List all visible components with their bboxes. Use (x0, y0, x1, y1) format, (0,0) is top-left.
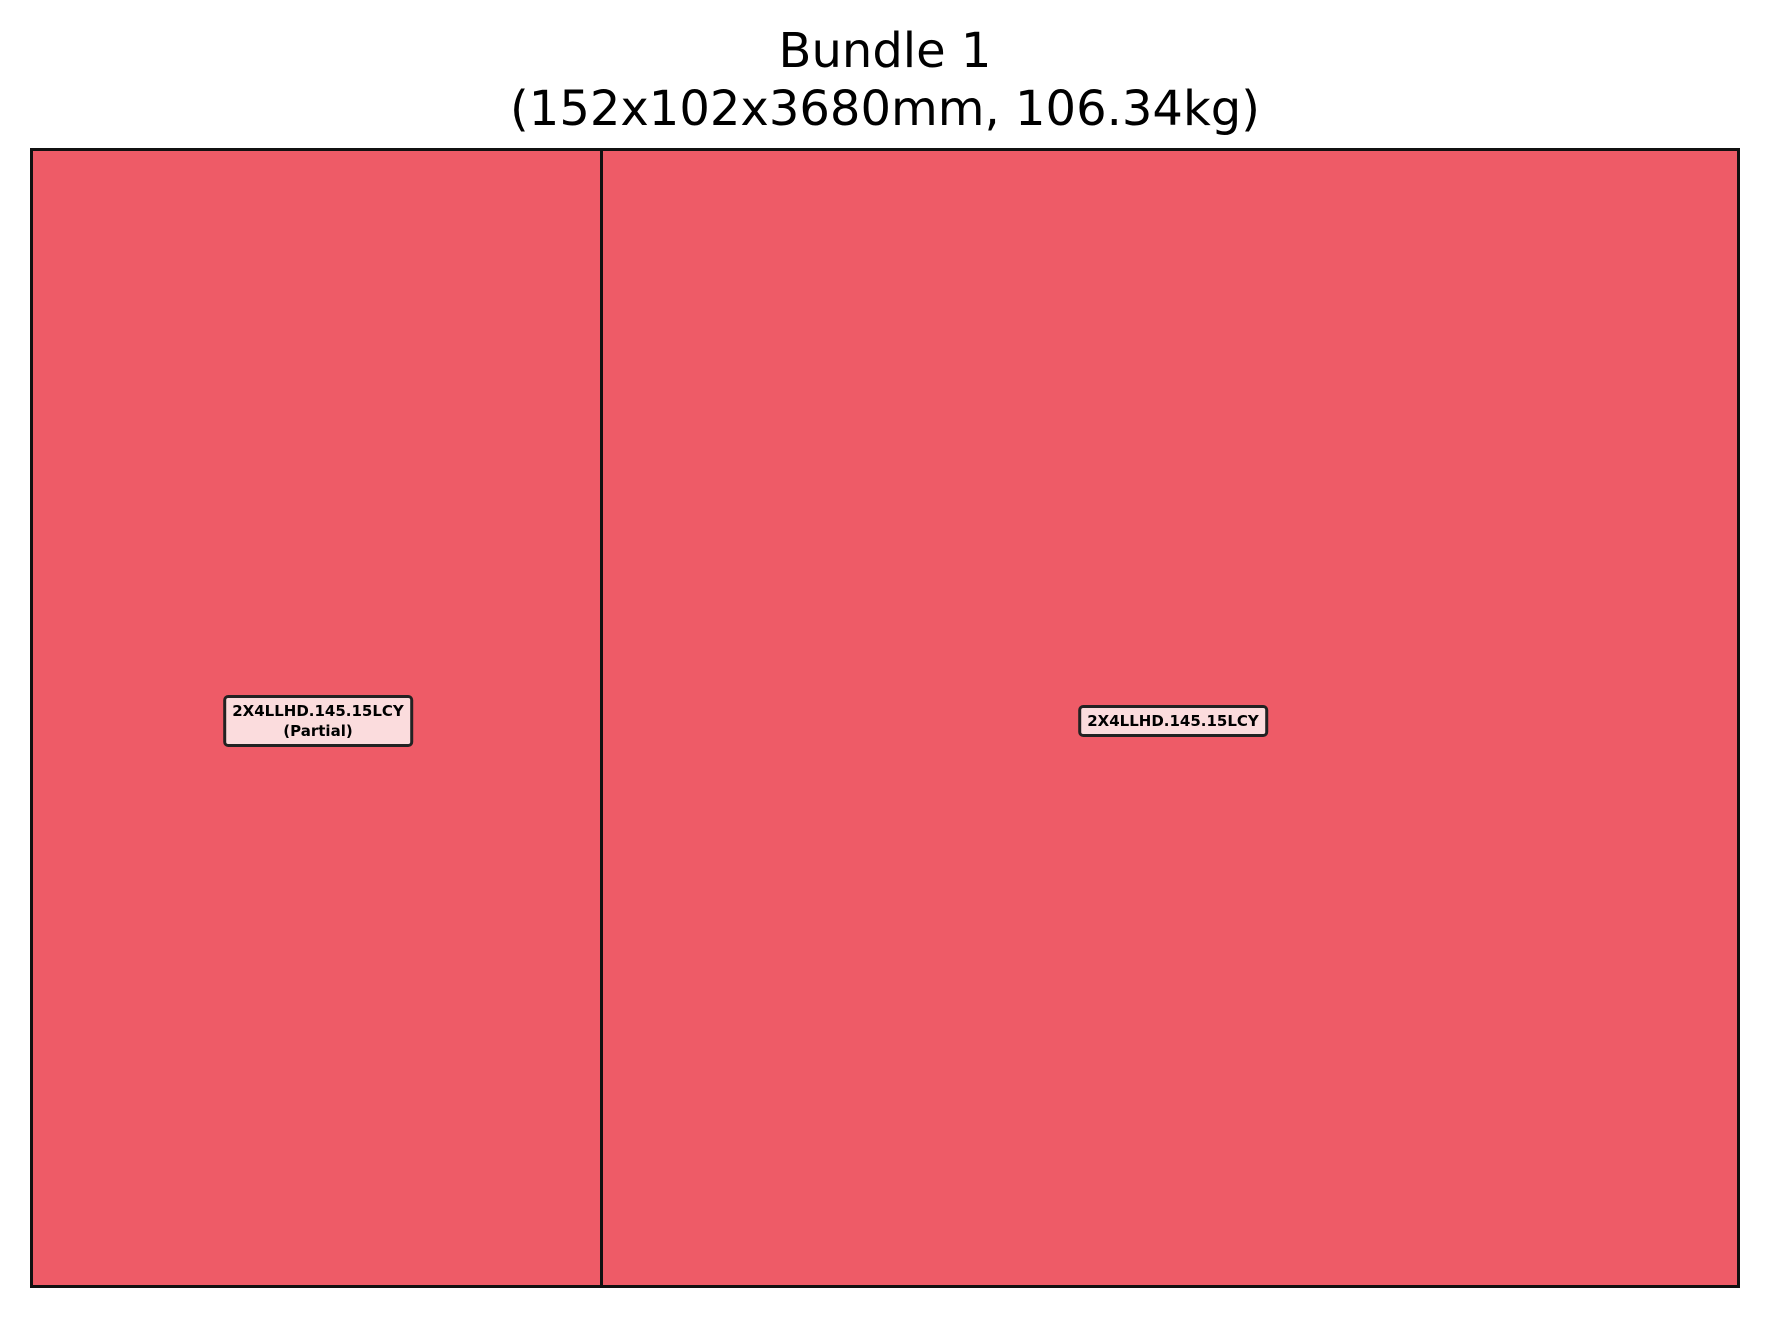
bundle-frame: 2X4LLHD.145.15LCY (Partial) 2X4LLHD.145.… (30, 148, 1740, 1288)
bundle-piece-partial: 2X4LLHD.145.15LCY (Partial) (33, 151, 603, 1285)
bundle-title-line1: Bundle 1 (778, 23, 992, 79)
bundle-dimensions: (152x102x3680mm, 106.34kg) (510, 81, 1260, 137)
piece-label-full: 2X4LLHD.145.15LCY (1078, 705, 1268, 737)
bundle-title: Bundle 1 (152x102x3680mm, 106.34kg) (0, 22, 1770, 138)
piece-label-text: 2X4LLHD.145.15LCY (1087, 712, 1259, 730)
piece-label-text: 2X4LLHD.145.15LCY (232, 702, 404, 720)
piece-label-note: (Partial) (283, 722, 353, 740)
bundle-piece-full: 2X4LLHD.145.15LCY (603, 151, 1737, 1285)
piece-label-partial: 2X4LLHD.145.15LCY (Partial) (223, 695, 413, 747)
